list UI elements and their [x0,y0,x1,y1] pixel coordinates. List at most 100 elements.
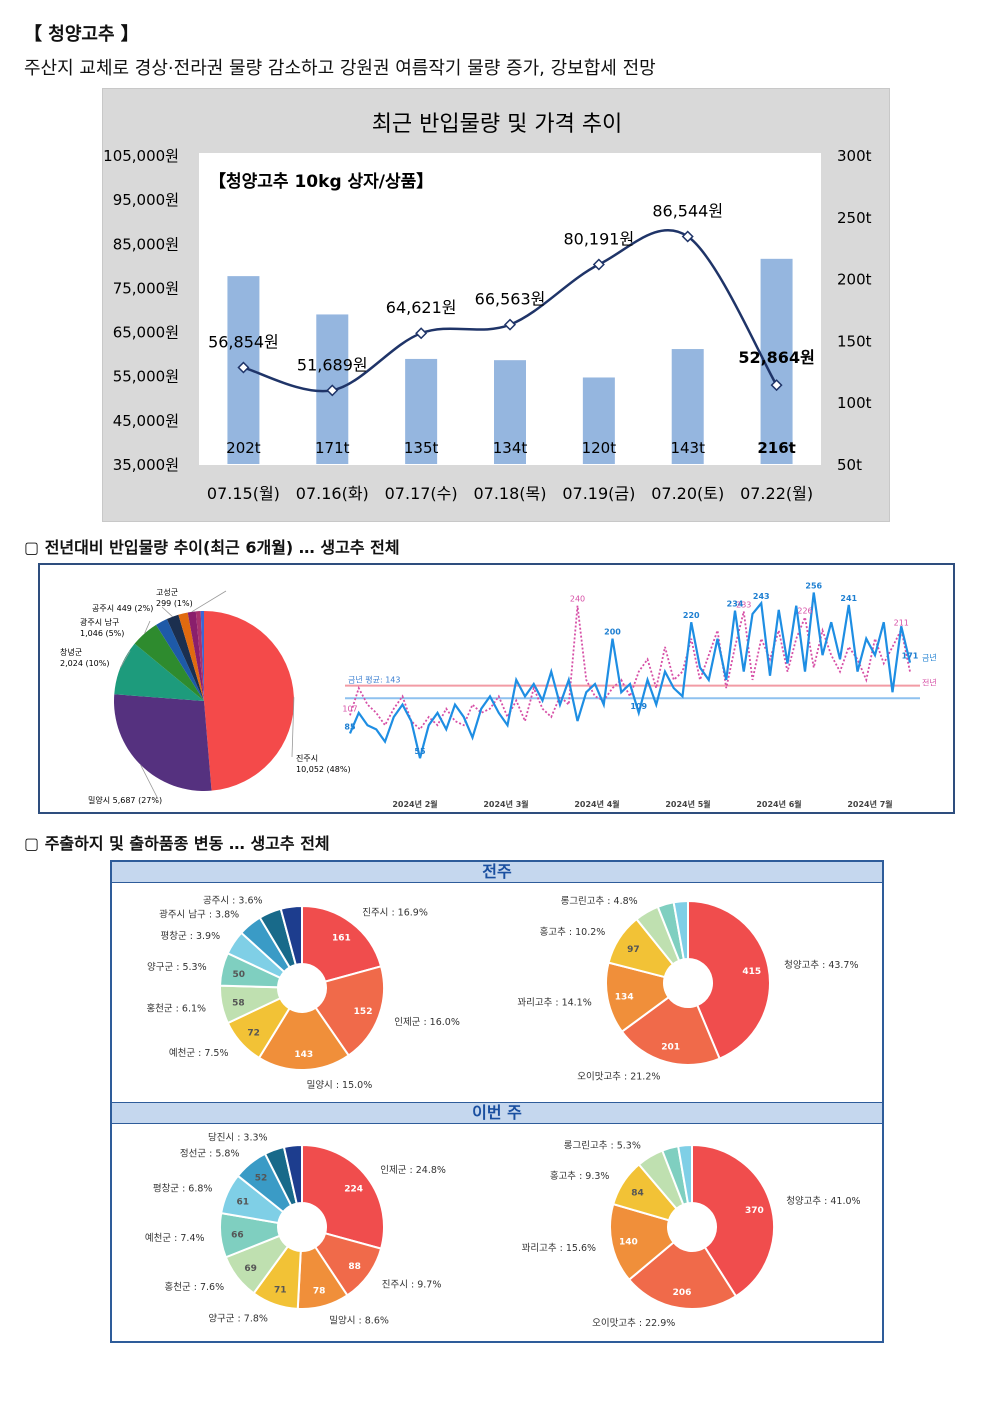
volume-bar [405,358,438,464]
y-left-tick: 75,000원 [113,279,179,297]
slice-label: 공주시 : 3.6% [203,896,263,907]
slice-label: 진주시 : 16.9% [362,908,428,919]
chart-title: 최근 반입물량 및 가격 추이 [372,112,623,137]
slice-value: 143 [294,1050,313,1060]
prev-year-label: 107 [342,704,357,713]
donut-chart: 370 청양고추 : 41.0% 206 오이맛고추 : 22.9% 140 꽈리고추 :… [522,1141,861,1329]
price-point [326,384,339,397]
slice-label: 꽈리고추 : 14.1% [517,997,591,1008]
donut-chart: 415 청양고추 : 43.7% 201 오이맛고추 : 21.2% 134 꽈리고추 :… [517,896,858,1082]
slice-value: 52 [255,1174,268,1184]
pie-label: 광주시 남구 [80,617,119,627]
this-year-label: 171 [902,652,919,661]
pie-slice [195,611,204,701]
slice-value: 140 [619,1237,638,1247]
slice-label: 예천군 : 7.5% [169,1048,229,1059]
y-left-tick: 95,000원 [113,191,179,209]
donut-slice [677,1143,693,1205]
donut-slice [314,965,385,1057]
this-year-label: 234 [727,600,744,609]
outlook-summary: 주산지 교체로 경상·전라권 물량 감소하고 강원권 여름작기 물량 증가, 강… [24,58,656,79]
slice-value: 152 [354,1007,373,1017]
x-tick-label: 2024년 4월 [574,799,619,809]
y-left-tick: 105,000원 [103,147,179,165]
pie-slice [200,611,204,701]
prev-year-label: 211 [894,619,909,628]
slice-label: 당진시 : 3.3% [208,1133,268,1144]
slice-label: 인제군 : 16.0% [394,1017,460,1028]
slice-label: 광주시 남구 : 3.8% [159,909,239,921]
slice-label: 인제군 : 24.8% [380,1165,446,1176]
y-right-tick: 150t [837,332,872,350]
price-label: 66,563원 [475,290,546,309]
slice-value: 78 [313,1287,326,1297]
donut-slice [627,1241,738,1310]
this-year-label: 55 [414,747,426,756]
page-title: 【 청양고추 】 [24,24,139,45]
slice-label: 롱그린고추 : 4.8% [561,896,638,907]
pie-detail: 1,046 (5%) [80,629,124,638]
slice-label: 진주시 : 9.7% [382,1279,442,1290]
slice-label: 양구군 : 5.3% [147,962,207,973]
slice-value: 224 [344,1185,363,1195]
slice-value: 97 [627,945,640,955]
slice-label: 정선군 : 5.8% [180,1148,240,1159]
pie-leader [191,590,227,613]
category-label: 07.17(수) [385,484,458,503]
slice-value: 415 [742,967,761,977]
pie-slice [134,624,204,701]
donut-slice [672,899,689,961]
pie-label: 밀양시 5,687 (27%) [88,796,162,805]
donut-slice [282,1143,303,1205]
y-left-tick: 65,000원 [113,324,179,342]
y-left-tick: 85,000원 [113,235,179,253]
shipping-panel: 전주 이번 주 161 진주시 : 16.9% 152 인제군 : 16.0% 143 밀… [110,860,884,1343]
volume-label: 143t [670,439,705,457]
legend-prev-year: 전년 [922,678,937,688]
price-point [770,379,783,392]
category-label: 07.20(토) [651,484,724,503]
slice-label: 평창군 : 6.8% [153,1184,213,1195]
pie-slice [204,611,294,791]
volume-bar [760,258,793,464]
category-label: 07.22(월) [740,484,813,503]
volume-label: 216t [757,439,795,457]
slice-value: 58 [232,998,245,1008]
prev-year-label: 240 [570,595,585,604]
legend-this-year: 금년 [922,653,937,663]
slice-label: 청양고추 : 41.0% [786,1196,860,1207]
this-year-line [348,592,912,759]
price-point [592,258,605,271]
x-tick-label: 2024년 7월 [847,799,892,809]
slice-value: 84 [631,1189,644,1199]
pie-label: 고성군 [156,588,178,597]
volume-label: 135t [404,439,439,457]
y-right-tick: 300t [837,147,872,165]
slice-value: 206 [673,1288,692,1298]
this-year-label: 241 [840,594,857,603]
y-right-tick: 100t [837,394,872,412]
price-label: 80,191원 [563,230,634,249]
price-label: 51,689원 [297,355,368,374]
price-label: 56,854원 [208,333,279,352]
volume-bar [582,377,615,464]
volume-bar [671,349,704,464]
y-left-tick: 55,000원 [113,368,179,386]
volume-label: 120t [582,439,617,457]
section-heading-origin: ▢ 주출하지 및 출하품종 변동 … 생고추 전체 [24,834,330,853]
price-point [237,361,250,374]
volume-label: 134t [493,439,528,457]
slice-label: 롱그린고추 : 5.3% [564,1141,641,1152]
slice-value: 88 [348,1262,361,1272]
slice-value: 50 [232,970,245,980]
slice-value: 71 [274,1285,287,1295]
x-tick-label: 2024년 6월 [756,799,801,809]
pie-slice [178,612,204,701]
x-tick-label: 2024년 3월 [483,799,528,809]
volume-label: 171t [315,439,350,457]
price-point [415,327,428,340]
this-year-label: 85 [344,722,356,731]
slice-value: 370 [745,1206,764,1216]
y-right-tick: 200t [837,271,872,289]
pie-label: 창녕군 [60,648,82,657]
